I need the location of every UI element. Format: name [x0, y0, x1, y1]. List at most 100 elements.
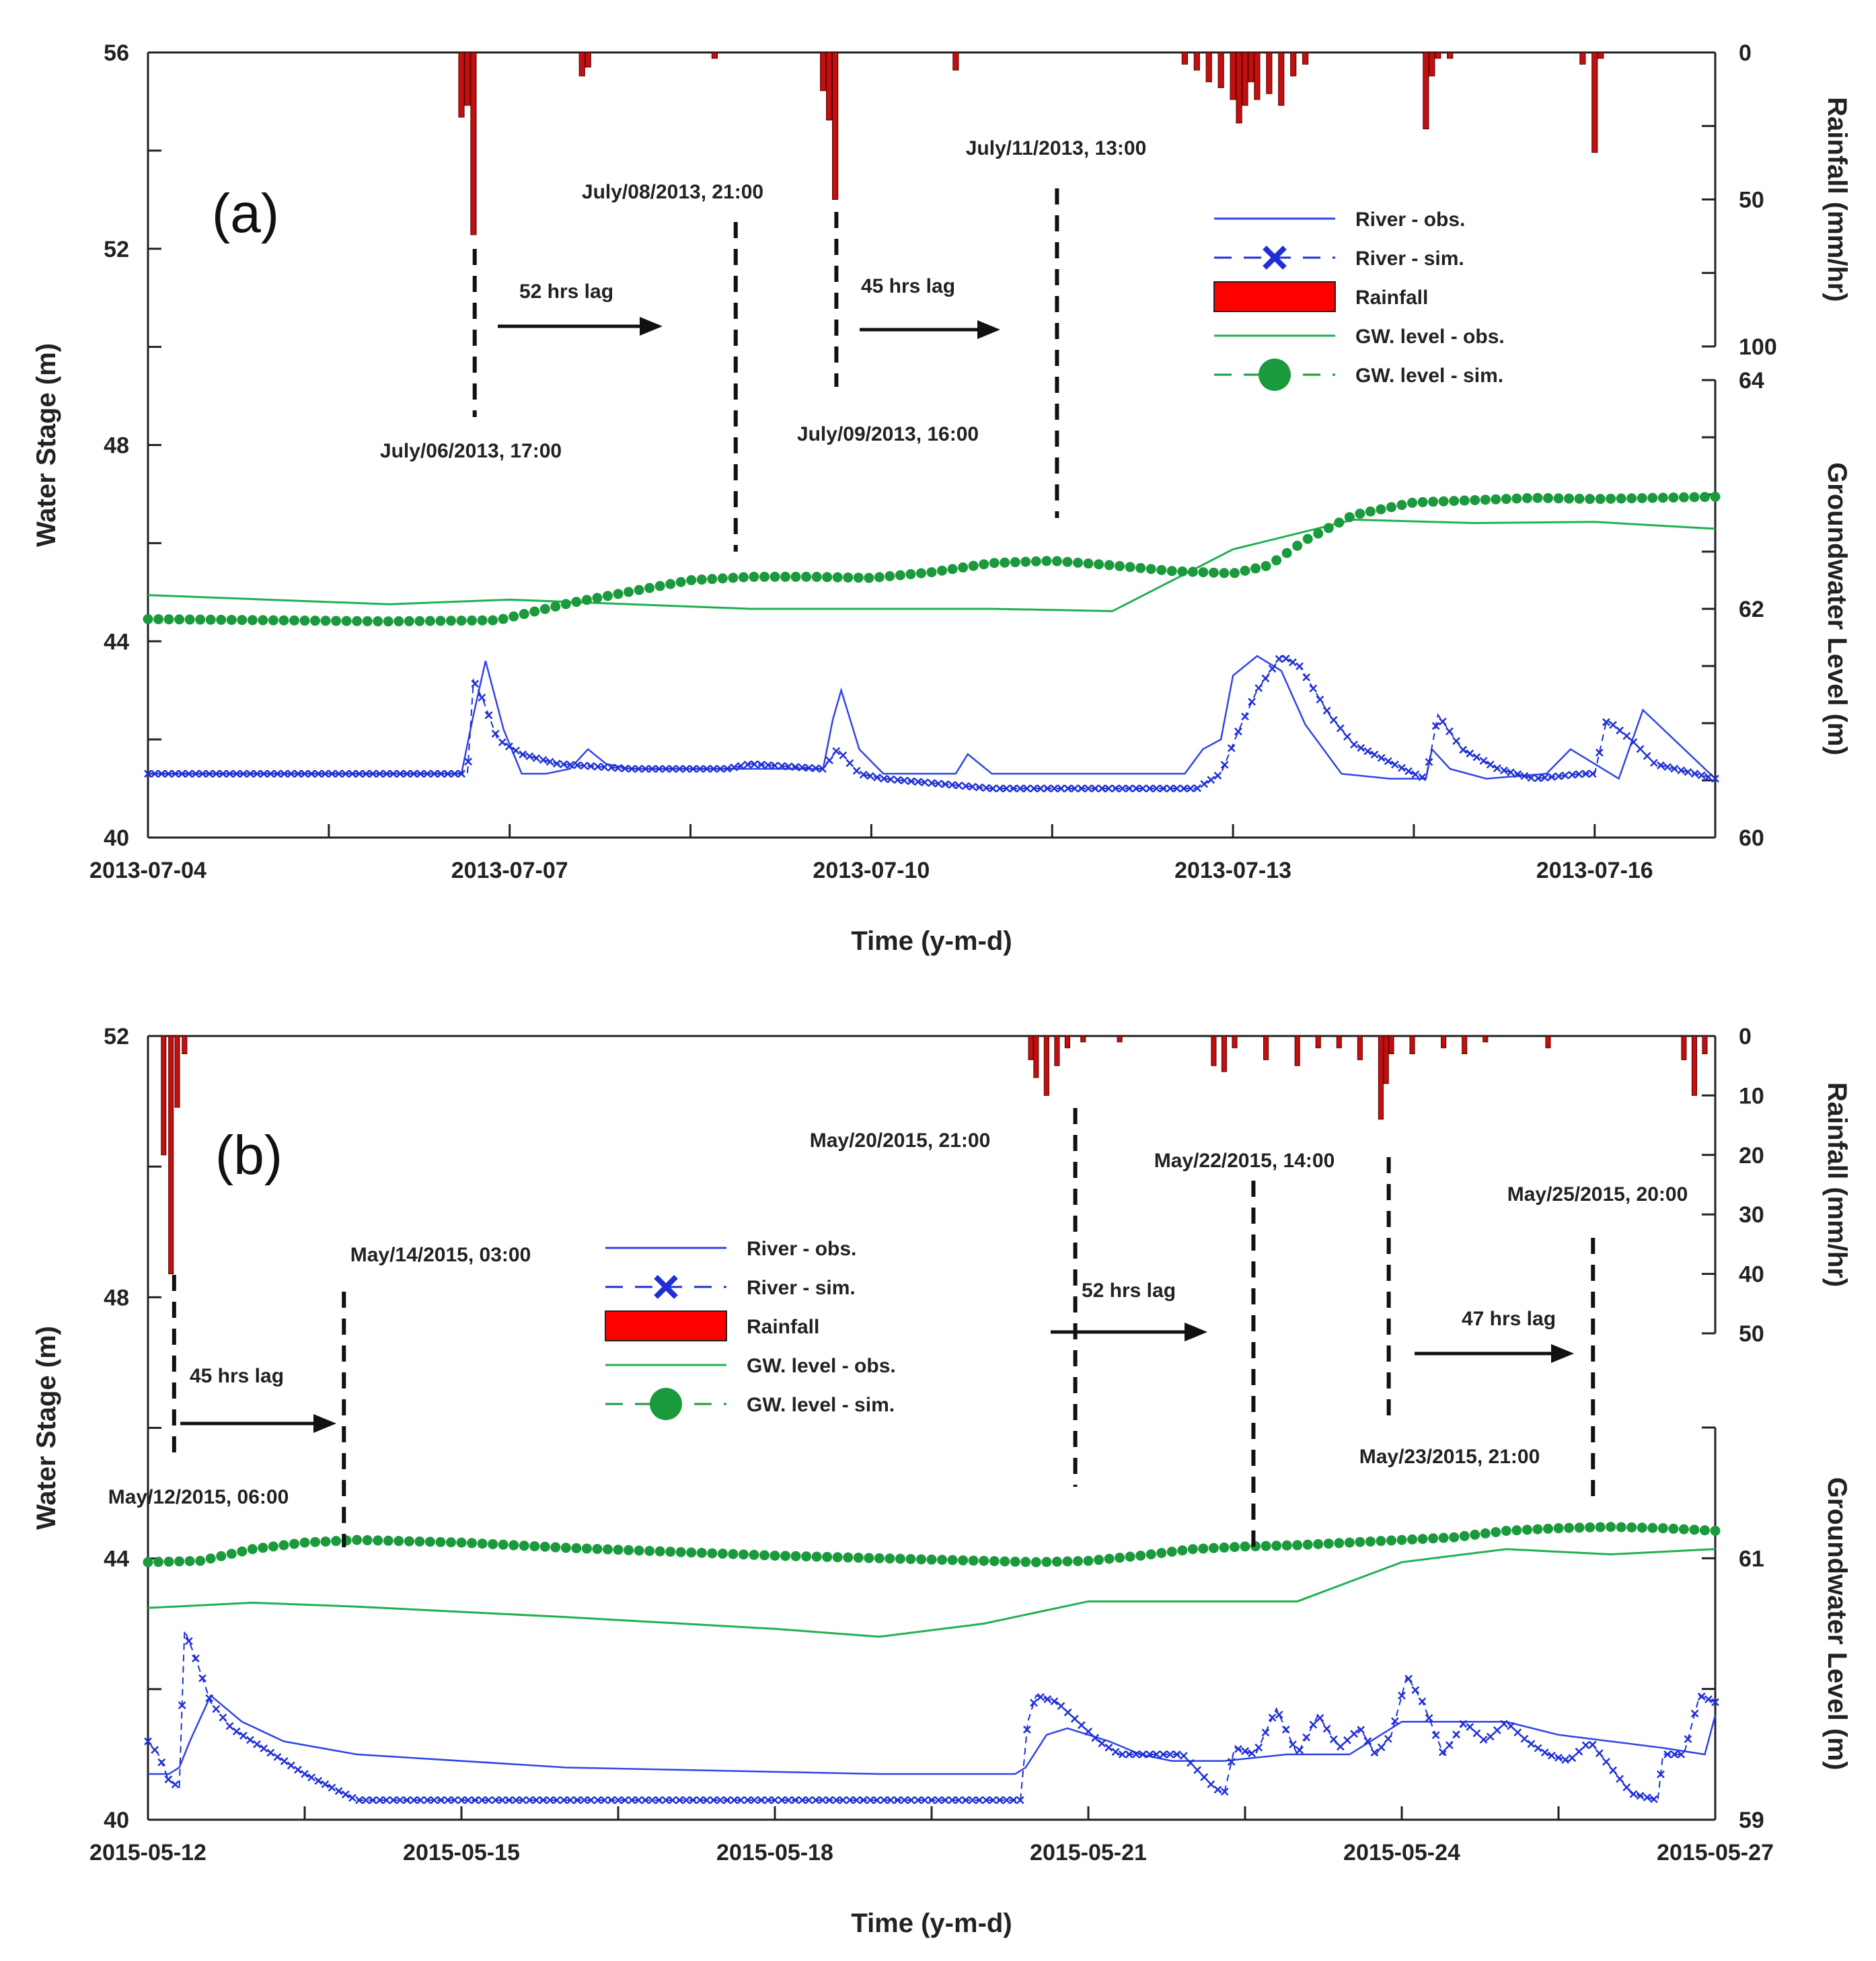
gw-sim-marker	[1115, 560, 1125, 571]
panel-label: (a)	[212, 183, 279, 244]
river-sim-marker	[1193, 1766, 1201, 1775]
river-sim-marker	[1452, 737, 1460, 745]
river-sim-marker	[1350, 1730, 1358, 1738]
river-sim-marker	[1425, 1714, 1433, 1722]
river-sim-marker	[1616, 726, 1624, 735]
gw-sim-marker	[1501, 494, 1511, 505]
lag-arrow-head	[977, 320, 1000, 339]
river-sim-marker	[900, 1796, 909, 1804]
rainfall-bar	[470, 52, 477, 235]
river-sim-marker	[1268, 665, 1277, 673]
river-sim-marker	[334, 1787, 343, 1796]
gw-sim-marker	[790, 571, 801, 582]
river-sim-marker	[928, 779, 936, 787]
gw-sim-marker	[488, 615, 498, 626]
river-sim-marker	[1697, 771, 1706, 780]
river-sim-marker	[587, 1796, 595, 1804]
river-sim-marker	[1486, 1732, 1495, 1741]
gw-sim-marker	[205, 614, 216, 625]
rainfall-bar	[174, 1035, 180, 1108]
river-sim-marker	[887, 1796, 895, 1804]
river-sim-marker	[198, 1674, 207, 1682]
river-sim-marker	[852, 1796, 861, 1804]
rainfall-bar	[1064, 1035, 1070, 1049]
river-sim-marker	[1172, 1750, 1181, 1759]
river-sim-marker	[1404, 1674, 1413, 1683]
gw-sim-marker	[1000, 557, 1010, 568]
river-sim-marker	[1166, 1750, 1174, 1759]
legend-label-gw-sim: GW. level - sim.	[747, 1394, 895, 1416]
river-sim-marker	[1588, 1740, 1597, 1749]
event-annotation: May/14/2015, 03:00	[350, 1244, 531, 1266]
river-sim-marker	[1329, 1735, 1338, 1744]
river-sim-marker	[662, 765, 670, 773]
event-annotation: 47 hrs lag	[1462, 1308, 1556, 1330]
gw-sim-marker	[1198, 567, 1209, 578]
river-obs-line	[148, 1694, 1717, 1775]
river-sim-marker	[539, 755, 548, 764]
river-sim-marker	[628, 1796, 636, 1804]
river-sim-marker	[1132, 1750, 1140, 1759]
gw-sim-marker	[1041, 1557, 1052, 1567]
river-sim-marker	[1057, 784, 1065, 792]
river-sim-marker	[1690, 1709, 1699, 1718]
gw-sim-marker	[310, 616, 321, 626]
gw-sim-marker	[226, 1549, 237, 1559]
river-sim-marker	[648, 1796, 656, 1804]
river-sim-marker	[1281, 655, 1290, 663]
rainfall-bar	[1691, 1035, 1697, 1096]
gw-sim-marker	[560, 599, 571, 609]
legend-swatch-rainfall	[605, 1310, 727, 1341]
y-rain-tick-label: 10	[1739, 1083, 1764, 1109]
gw-sim-marker	[738, 572, 749, 583]
gw-sim-marker	[529, 606, 540, 617]
event-annotation: 45 hrs lag	[190, 1365, 284, 1387]
gw-sim-marker	[1417, 496, 1428, 507]
river-sim-marker	[266, 770, 275, 778]
gw-sim-marker	[1292, 540, 1303, 551]
river-sim-marker	[852, 766, 861, 775]
river-sim-marker	[1309, 1720, 1318, 1729]
gw-sim-marker	[529, 1541, 540, 1551]
river-sim-marker	[1316, 695, 1324, 704]
river-sim-marker	[832, 1796, 841, 1804]
river-sim-marker	[1193, 784, 1201, 792]
river-sim-marker	[1479, 757, 1488, 765]
gw-sim-marker	[226, 614, 237, 625]
gw-sim-marker	[1198, 1543, 1209, 1554]
river-sim-marker	[1670, 764, 1679, 773]
gw-sim-marker	[498, 614, 509, 624]
gw-sim-marker	[853, 572, 864, 583]
river-sim-marker	[1609, 720, 1617, 729]
river-sim-marker	[1649, 759, 1658, 767]
river-sim-marker	[1213, 1785, 1222, 1794]
gw-sim-marker	[143, 614, 153, 624]
gw-sim-marker	[1459, 1530, 1470, 1541]
river-sim-marker	[484, 711, 493, 720]
gw-sim-marker	[1334, 1538, 1345, 1549]
gw-sim-marker	[1459, 495, 1470, 506]
gw-sim-marker	[801, 571, 812, 582]
river-sim-marker	[321, 1780, 330, 1789]
river-sim-marker	[450, 770, 459, 778]
river-sim-marker	[669, 1796, 677, 1804]
river-sim-marker	[804, 764, 813, 772]
river-sim-marker	[450, 1796, 459, 1804]
gw-sim-marker	[331, 616, 342, 626]
gw-sim-marker	[247, 1544, 258, 1555]
rainfall-bar	[1248, 52, 1254, 83]
gw-sim-marker	[289, 1539, 299, 1549]
river-sim-marker	[1248, 698, 1256, 706]
gw-sim-marker	[1699, 492, 1710, 503]
river-sim-marker	[893, 1796, 902, 1804]
river-sim-marker	[144, 1737, 152, 1746]
river-sim-marker	[1527, 1740, 1536, 1748]
panel-b: 40 44 48 52 0 10 20 30 40 50 59 61 2015-05-12 2015-05…	[32, 1024, 1852, 1938]
event-annotation: July/11/2013, 13:00	[966, 137, 1147, 159]
gw-sim-marker	[864, 572, 874, 583]
river-sim-marker	[757, 760, 765, 769]
river-sim-marker	[1077, 1721, 1086, 1730]
river-sim-marker	[519, 750, 527, 759]
rainfall-bar	[1232, 1035, 1238, 1049]
river-sim-marker	[225, 1722, 234, 1730]
